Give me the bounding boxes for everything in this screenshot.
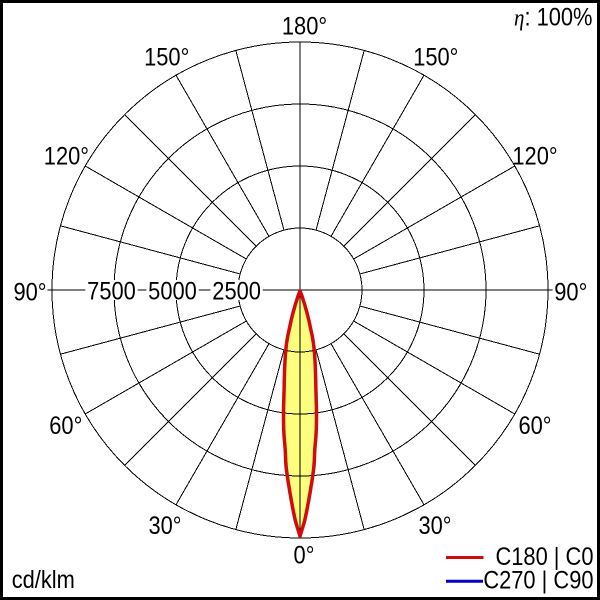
svg-text:cd/klm: cd/klm (12, 566, 75, 594)
svg-text:η: 100%: η: 100% (514, 3, 593, 31)
svg-text:C180 | C0: C180 | C0 (495, 543, 593, 571)
svg-text:0°: 0° (294, 541, 315, 569)
svg-text:120°: 120° (44, 142, 89, 170)
svg-text:90°: 90° (13, 278, 46, 306)
svg-text:180°: 180° (282, 12, 327, 40)
svg-text:5000: 5000 (148, 277, 197, 305)
svg-text:150°: 150° (144, 43, 189, 71)
svg-text:120°: 120° (512, 142, 557, 170)
svg-text:30°: 30° (148, 512, 181, 540)
svg-text:2500: 2500 (212, 277, 261, 305)
svg-text:90°: 90° (554, 278, 587, 306)
svg-text:7500: 7500 (87, 277, 136, 305)
svg-text:60°: 60° (518, 412, 551, 440)
svg-text:150°: 150° (413, 43, 458, 71)
svg-text:30°: 30° (418, 512, 451, 540)
svg-text:C270 | C90: C270 | C90 (483, 566, 593, 594)
svg-text:60°: 60° (49, 412, 82, 440)
